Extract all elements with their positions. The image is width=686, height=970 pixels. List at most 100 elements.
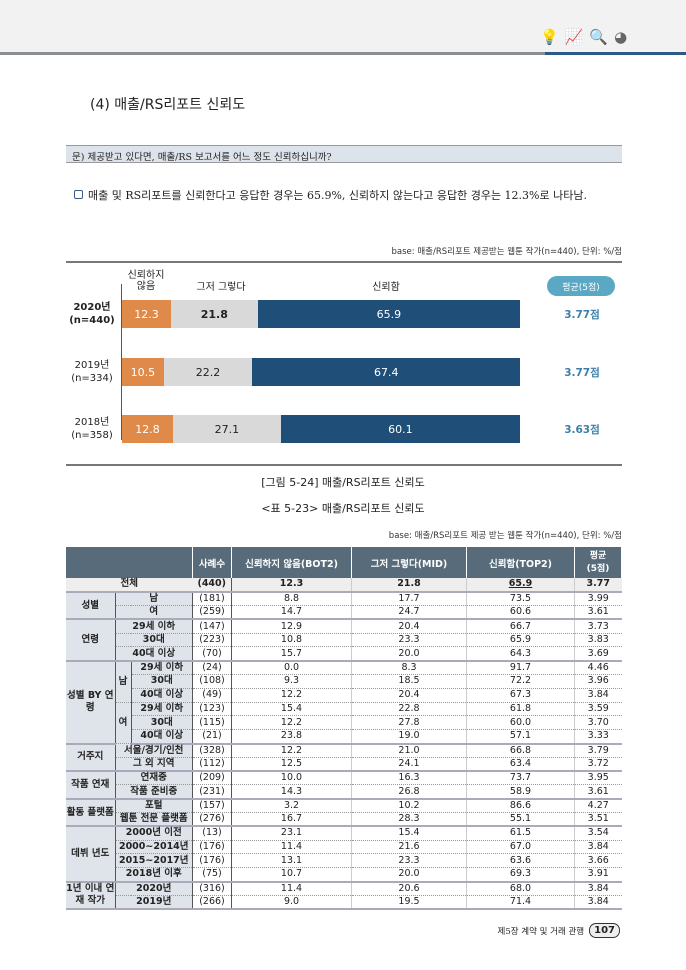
bar-segment: 60.1: [280, 415, 520, 443]
cell-top2: 65.9: [466, 633, 575, 648]
table-row: 40대 이상 (21) 23.8 19.0 57.1 3.33: [66, 729, 622, 745]
table-row: 웹툰 전문 플랫폼 (276) 16.7 28.3 55.1 3.51: [66, 812, 622, 828]
cell-top2: 61.8: [466, 702, 575, 717]
cell-mid: 20.0: [351, 867, 467, 883]
header-blank: [66, 547, 193, 578]
cell-bot2: 8.8: [231, 591, 352, 607]
cell-bot2: 12.5: [231, 757, 352, 773]
row-label: 포털: [115, 798, 193, 814]
cell-top2: 69.3: [466, 867, 575, 883]
cell-mid: 10.2: [351, 798, 467, 814]
table-row: 데뷔 년도 2000년 이전 (13) 23.1 15.4 61.5 3.54: [66, 826, 622, 883]
question-box: 문) 제공받고 있다면, 매출/RS 보고서를 어느 정도 신뢰하십니까?: [66, 145, 622, 163]
row-label: 30대: [131, 715, 193, 731]
cell-avg: 3.83: [574, 633, 622, 648]
row-label: 남: [115, 591, 193, 607]
cell-top2: 55.1: [466, 812, 575, 828]
group-label: 작품 연재: [66, 771, 116, 800]
cell-bot2: 10.7: [231, 867, 352, 883]
cell-mid: 28.3: [351, 812, 467, 828]
average-value: 3.63점: [564, 424, 600, 436]
cell-bot2: 10.0: [231, 771, 352, 786]
bar-segment: 27.1: [172, 415, 281, 443]
chart-axis: [121, 284, 122, 440]
pie-chart-icon: ◕: [614, 28, 628, 46]
cell-n: (157): [192, 798, 232, 814]
cell-avg: 3.84: [574, 881, 622, 896]
cell-n: (266): [192, 895, 232, 911]
row-label: 연재중: [115, 771, 193, 786]
cell-top2: 63.6: [466, 853, 575, 869]
row-label: 2000년 이전: [115, 826, 193, 841]
chapter-label: 제5장 계약 및 거래 관행: [497, 926, 585, 937]
cell-bot2: 14.3: [231, 784, 352, 800]
cell-mid: 20.6: [351, 881, 467, 896]
cell-top2: 64.3: [466, 646, 575, 662]
cell-top2: 60.0: [466, 715, 575, 731]
table-row: 2000~2014년 (176) 11.4 21.6 67.0 3.84: [66, 840, 622, 855]
cell-bot2: 23.8: [231, 729, 352, 745]
cell-avg: 3.73: [574, 619, 622, 634]
cell-n: (276): [192, 812, 232, 828]
bar-segment: 22.2: [163, 358, 253, 386]
header-avg: 평균 (5점): [574, 547, 622, 578]
cell-top2: 72.2: [466, 674, 575, 689]
cell-n: (115): [192, 715, 232, 731]
checkbox-square-icon: [74, 190, 83, 199]
table-row: 30대 (115) 12.2 27.8 60.0 3.70: [66, 715, 622, 731]
row-label: 40대 이상: [131, 688, 193, 703]
cell-avg: 3.61: [574, 605, 622, 621]
bar-segment: 21.8: [170, 300, 258, 328]
table-row: 연령 29세 이하 (147) 12.9 20.4 66.7 3.73: [66, 619, 622, 662]
row-label: 40대 이상: [131, 729, 193, 745]
table-row: 그 외 지역 (112) 12.5 24.1 63.4 3.72: [66, 757, 622, 773]
table-row: 2018년 이후 (75) 10.7 20.0 69.3 3.91: [66, 867, 622, 883]
cell-mid: 20.4: [351, 688, 467, 703]
cell-bot2: 10.8: [231, 633, 352, 648]
subgroup-label: 남: [115, 660, 132, 703]
cell-avg: 3.72: [574, 757, 622, 773]
table-row: 2015~2017년 (176) 13.1 23.3 63.6 3.66: [66, 853, 622, 869]
cell-bot2: 15.7: [231, 646, 352, 662]
cell-mid: 23.3: [351, 853, 467, 869]
cell-top2: 73.7: [466, 771, 575, 786]
cell-avg: 3.61: [574, 784, 622, 800]
group-label: 거주지: [66, 743, 116, 773]
table-row: 성별 BY 연령 남 29세 이하 (24) 0.0 8.3 91.7 4.46: [66, 660, 622, 745]
cell-n: (176): [192, 840, 232, 855]
cell-mid: 21.8: [351, 578, 467, 593]
cell-top2: 71.4: [466, 895, 575, 911]
row-label: 30대: [131, 674, 193, 689]
cell-top2: 67.0: [466, 840, 575, 855]
cell-mid: 27.8: [351, 715, 467, 731]
stacked-bar-chart: 평균(5점) 신뢰하지 않음 그저 그렇다 신뢰함 2020년 (n=440) 12.3…: [66, 264, 622, 464]
cell-avg: 4.27: [574, 798, 622, 814]
bar-segment: 65.9: [257, 300, 520, 328]
cell-n: (13): [192, 826, 232, 841]
lightbulb-icon: 💡: [540, 28, 559, 46]
table-row: 여 29세 이하 (123) 15.4 22.8 61.8 3.59: [66, 702, 622, 745]
cell-top2: 67.3: [466, 688, 575, 703]
row-label: 2018년 이후: [115, 867, 193, 883]
cell-avg: 3.77: [574, 578, 622, 593]
header-n: 사례수: [192, 547, 232, 578]
cell-avg: 3.69: [574, 646, 622, 662]
group-label: 활동 플랫폼: [66, 798, 116, 828]
cell-n: (75): [192, 867, 232, 883]
cell-avg: 3.79: [574, 743, 622, 758]
group-label: 데뷔 년도: [66, 826, 116, 883]
table-row: 거주지 서울/경기/인천 (328) 12.2 21.0 66.8 3.79: [66, 743, 622, 773]
cell-top2: 73.5: [466, 591, 575, 607]
cell-n: (223): [192, 633, 232, 648]
bar-segment: 12.3: [122, 300, 171, 328]
cell-n: (21): [192, 729, 232, 745]
cell-mid: 22.8: [351, 702, 467, 717]
cell-mid: 15.4: [351, 826, 467, 841]
cell-bot2: 12.2: [231, 688, 352, 703]
table-row: 30대 (223) 10.8 23.3 65.9 3.83: [66, 633, 622, 648]
cell-bot2: 9.0: [231, 895, 352, 911]
group-label: 연령: [66, 619, 116, 662]
cell-n: (328): [192, 743, 232, 758]
chart-base-note: base: 매출/RS리포트 제공받는 웹툰 작가(n=440), 단위: %/…: [391, 247, 623, 257]
group-label: 1년 이내 연재 작가: [66, 881, 116, 911]
